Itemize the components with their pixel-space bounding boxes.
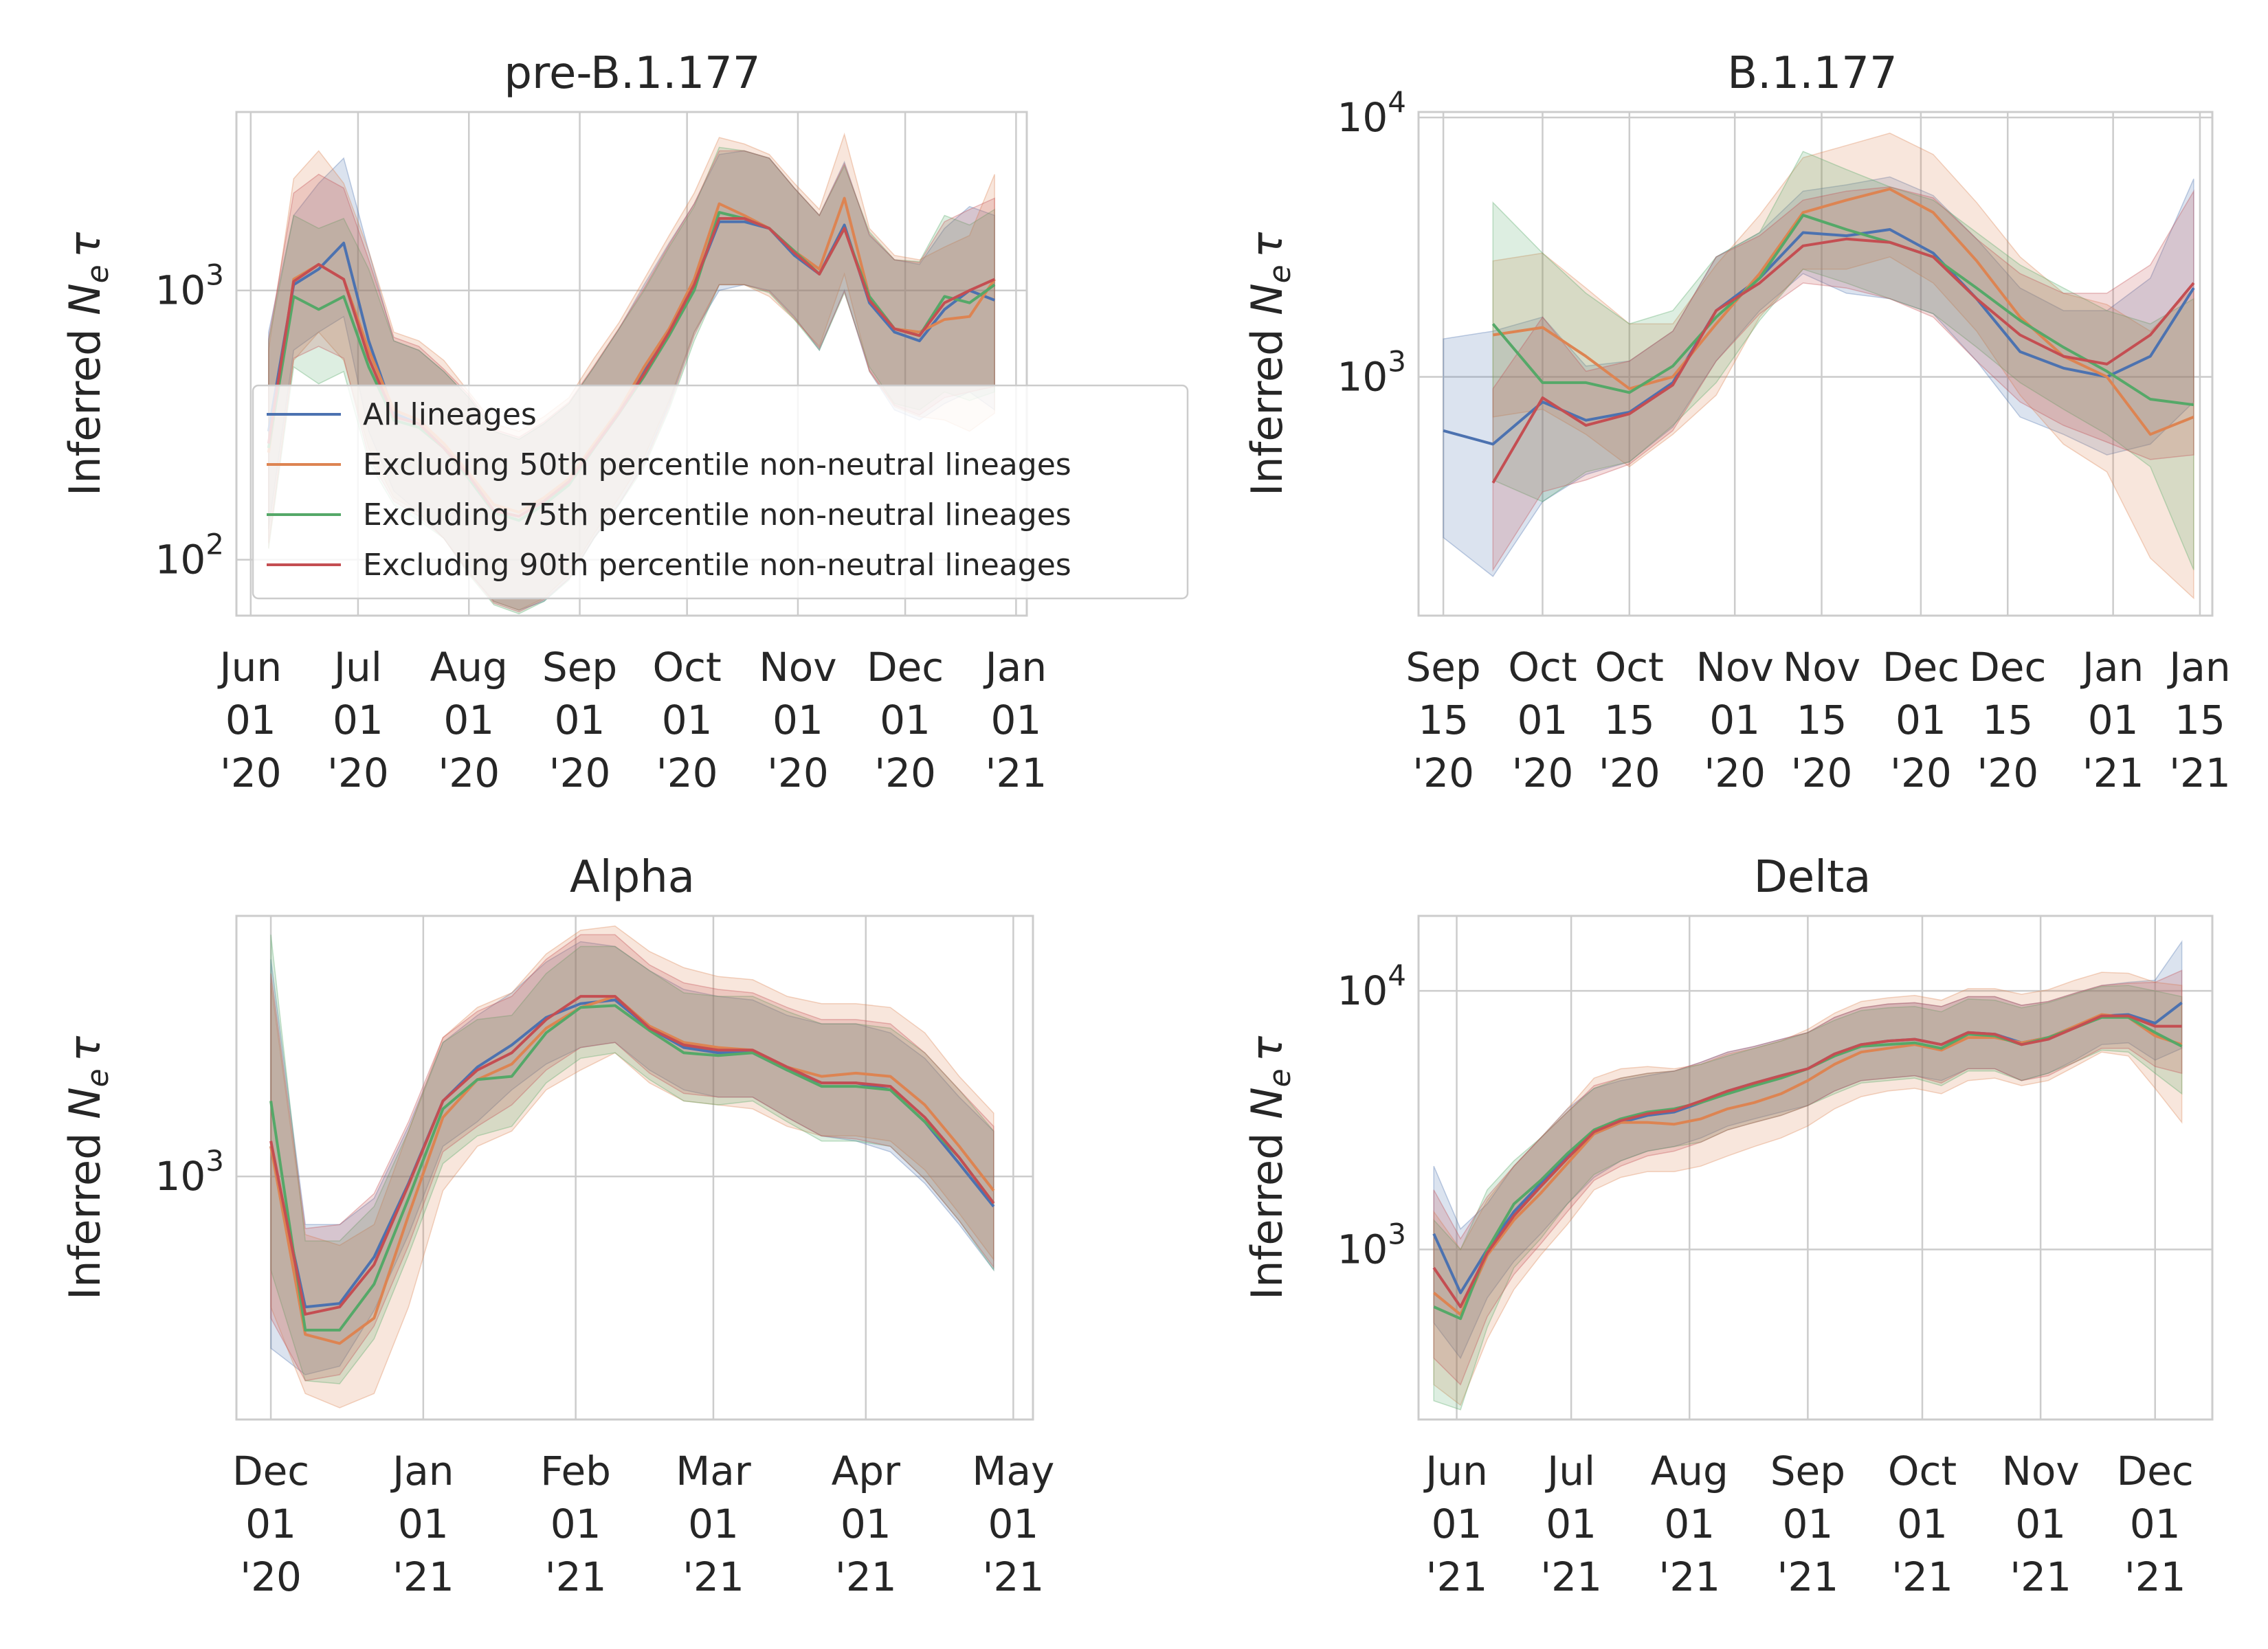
ci-band-all-lineages — [1443, 176, 2194, 577]
x-tick-label: Jul 01'21 — [1540, 1448, 1602, 1600]
x-tick-label: Dec 01'20 — [232, 1448, 309, 1600]
x-tick-label: Nov 01'20 — [759, 644, 836, 796]
legend-label-excl-75th: Excluding 75th percentile non-neutral li… — [363, 497, 1071, 532]
plot-area — [235, 915, 1034, 1421]
y-axis-label: Inferred Neτ — [60, 1035, 115, 1300]
x-tick-label: Oct 01'20 — [1508, 644, 1577, 796]
ci-band-excluding-75th-percentile-non-neutral-lineages — [1433, 985, 2183, 1411]
y-tick-label: 102 — [155, 528, 224, 583]
x-tick-label: Apr 01'21 — [832, 1448, 900, 1600]
y-axis-label: Inferred Neτ — [1242, 232, 1298, 496]
x-tick-label: Sep 01'21 — [1770, 1448, 1845, 1600]
legend-label-all-lineages: All lineages — [363, 397, 537, 432]
series-line-excluding-90th-percentile-non-neutral-lineages — [1432, 1014, 2182, 1308]
series-line-excluding-75th-percentile-non-neutral-lineages — [269, 1004, 995, 1332]
x-tick-label: Dec 15'20 — [1969, 644, 2046, 796]
x-tick-label: May 01'21 — [972, 1448, 1054, 1600]
x-tick-label: Dec 01'20 — [1882, 644, 1959, 796]
x-tick-label: Jun 01'21 — [1423, 1448, 1488, 1600]
legend-box — [252, 384, 1189, 600]
chart-delta: Delta 103 104 Jun 01'21 Jul 01'21 Aug 01'21 Sep… — [1242, 852, 2214, 1600]
x-tick-label: Nov 15'20 — [1783, 644, 1860, 796]
series-line-excluding-75th-percentile-non-neutral-lineages — [1491, 214, 2194, 407]
plot-area — [1417, 915, 2214, 1421]
y-tick-label: 103 — [155, 258, 224, 314]
series-line-excluding-90th-percentile-non-neutral-lineages — [1491, 237, 2195, 484]
x-tick-label: Aug 01'20 — [430, 644, 508, 796]
ci-band-excluding-50th-percentile-non-neutral-lineages — [1433, 972, 2183, 1406]
y-tick-label: 103 — [1337, 344, 1406, 400]
x-tick-label: Jan 15'21 — [2167, 644, 2231, 796]
series-line-excluding-50th-percentile-non-neutral-lineages — [1493, 188, 2194, 436]
ci-band-excluding-75th-percentile-non-neutral-lineages — [270, 934, 994, 1384]
x-tick-label: Aug 01'21 — [1651, 1448, 1728, 1600]
chart-title: Alpha — [570, 852, 695, 903]
x-tick-label: Jan 01'21 — [983, 644, 1047, 796]
x-tick-label: Oct 15'20 — [1595, 644, 1664, 796]
chart-alpha: Alpha 103 Dec 01'20 Jan 01'21 Feb 01'21 Mar 01 '… — [60, 852, 1054, 1600]
x-tick-label: Jul 01'20 — [327, 644, 389, 796]
x-tick-label: Sep 15'20 — [1405, 644, 1480, 796]
x-tick-label: Oct 01'20 — [653, 644, 722, 796]
legend-label-excl-90th: Excluding 90th percentile non-neutral li… — [363, 548, 1071, 583]
legend: All lineages Excluding 50th percentile n… — [252, 384, 1189, 600]
x-tick-label: Jan 01'21 — [2080, 644, 2144, 796]
y-tick-label: 103 — [155, 1144, 224, 1200]
ci-band-all-lineages — [1433, 940, 2183, 1360]
x-tick-label: Dec 01'20 — [867, 644, 944, 796]
x-tick-label: Feb 01'21 — [540, 1448, 611, 1600]
y-axis-label: Inferred Neτ — [1242, 1035, 1298, 1300]
chart-b1177: B.1.177 103 104 Sep 15'20 Oct 01'20 Oct 15'20 N… — [1242, 48, 2231, 796]
ci-band-all-lineages — [270, 941, 994, 1376]
chart-pre-b1177: pre-B.1.177 102 103 Jun 01'20 Jul 01'20 Aug 01… — [60, 48, 1189, 796]
y-tick-label: 104 — [1337, 958, 1406, 1014]
x-tick-label: Oct 01'21 — [1888, 1448, 1957, 1600]
x-tick-label: Jun 01'20 — [218, 644, 282, 796]
series-line-excluding-90th-percentile-non-neutral-lineages — [269, 995, 995, 1316]
ci-band-excluding-90th-percentile-non-neutral-lineages — [1433, 969, 2183, 1386]
x-tick-label: Nov 01'21 — [2002, 1448, 2080, 1600]
y-tick-label: 103 — [1337, 1218, 1406, 1273]
legend-label-excl-50th: Excluding 50th percentile non-neutral li… — [363, 447, 1071, 482]
series-line-all-lineages — [1443, 228, 2195, 446]
x-tick-label: Dec 01'21 — [2117, 1448, 2194, 1600]
chart-title: pre-B.1.177 — [504, 48, 760, 99]
chart-title: B.1.177 — [1727, 48, 1897, 99]
x-tick-label: Mar 01'21 — [676, 1448, 751, 1600]
y-axis-label: Inferred Neτ — [60, 232, 115, 496]
ci-band-excluding-90th-percentile-non-neutral-lineages — [1492, 186, 2194, 572]
ci-band-excluding-90th-percentile-non-neutral-lineages — [270, 934, 994, 1382]
x-tick-label: Nov 01'20 — [1696, 644, 1774, 796]
y-tick-label: 104 — [1337, 85, 1406, 141]
ci-band-excluding-50th-percentile-non-neutral-lineages — [270, 926, 994, 1409]
x-tick-label: Sep 01'20 — [542, 644, 617, 796]
x-tick-label: Jan 01'21 — [390, 1448, 454, 1600]
chart-title: Delta — [1754, 852, 1871, 903]
